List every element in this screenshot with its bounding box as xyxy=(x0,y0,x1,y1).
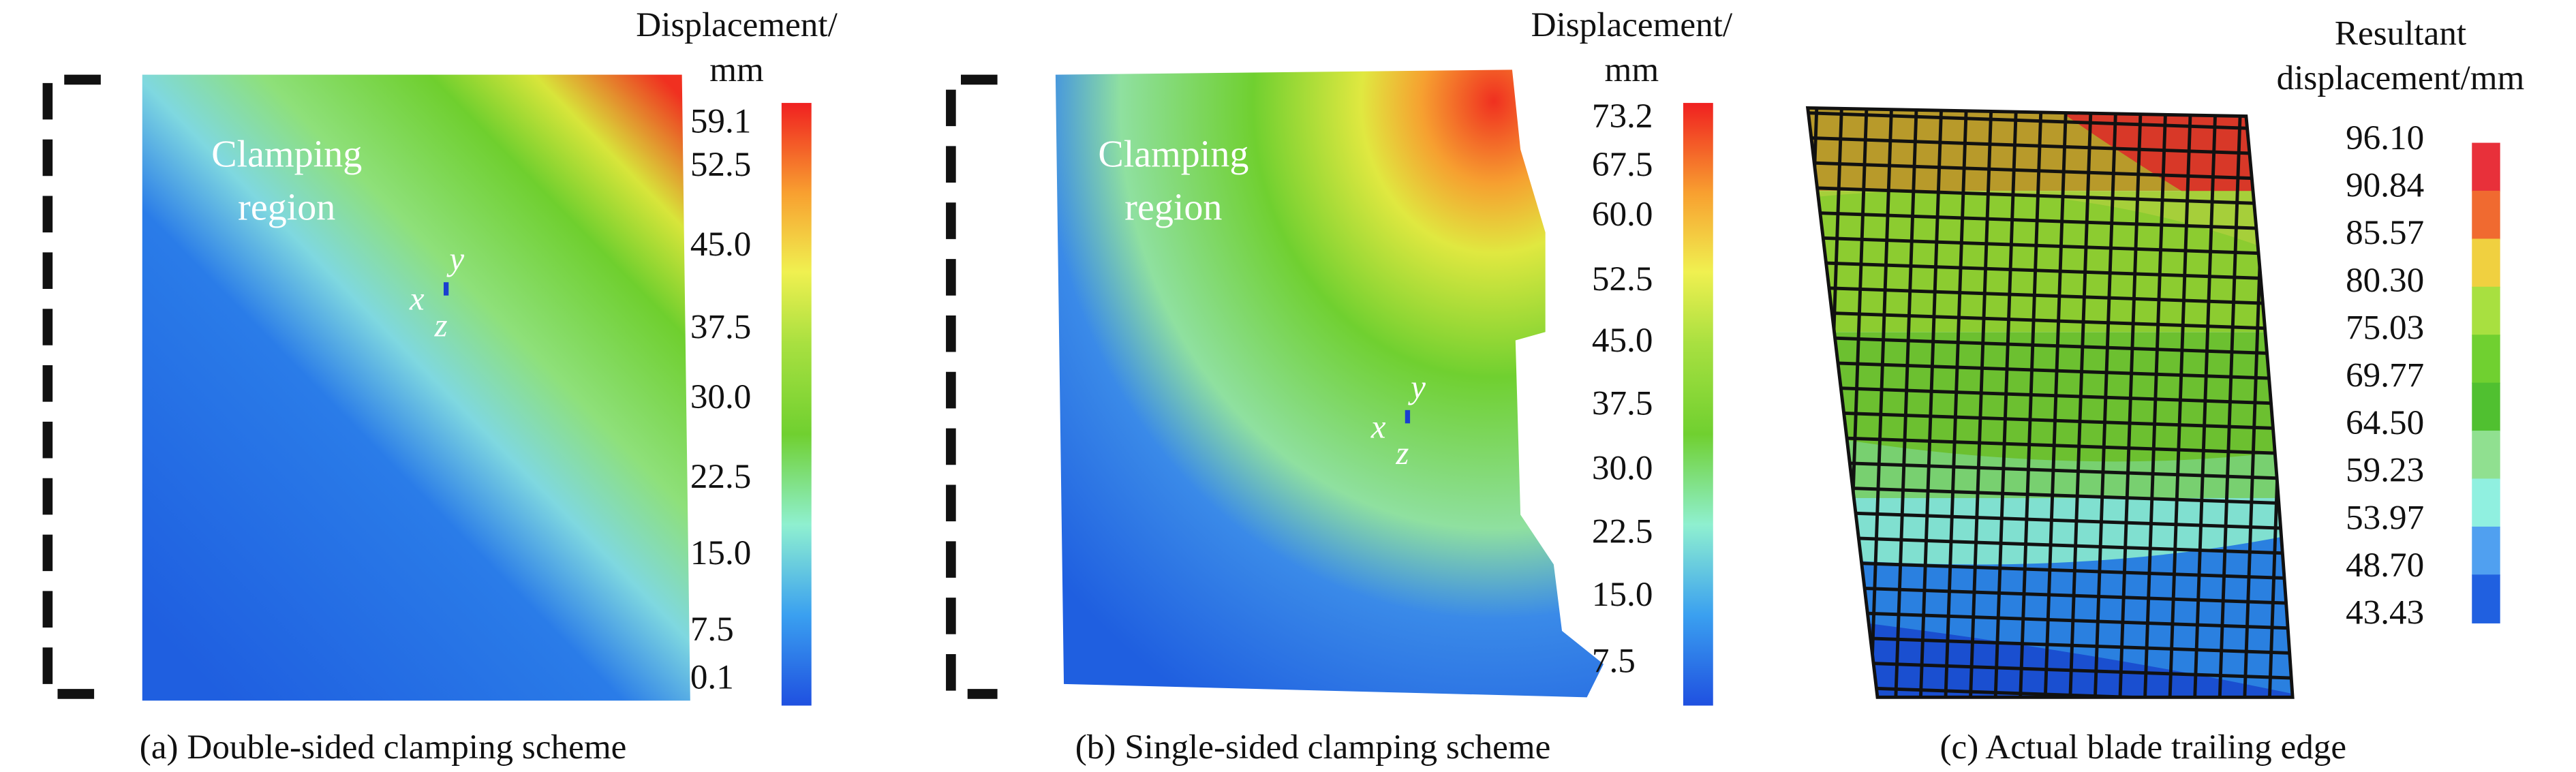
colorbar-tick-label: 64.50 xyxy=(2346,403,2424,442)
colorbar-title: Resultant xyxy=(2335,14,2466,52)
colorbar-tick-label: 69.77 xyxy=(2346,356,2424,395)
colorbar-tick-label: 22.5 xyxy=(690,457,752,496)
colorbar-band xyxy=(2472,526,2500,576)
region-label: Clamping xyxy=(211,133,362,175)
colorbar-title: Displacement/ xyxy=(636,5,838,44)
colorbar-band xyxy=(2472,574,2500,623)
colorbar-band xyxy=(2472,142,2500,192)
colorbar-tick-label: 59.23 xyxy=(2346,451,2424,490)
colorbar-tick-label: 52.5 xyxy=(1592,260,1653,298)
colorbar-tick-label: 53.97 xyxy=(2346,498,2424,537)
colorbar-title: mm xyxy=(1605,50,1659,89)
contour-plot xyxy=(1055,70,1604,698)
contour-plot xyxy=(142,74,690,701)
colorbar-tick-label: 90.84 xyxy=(2346,166,2424,205)
colorbar-band xyxy=(2472,335,2500,384)
colorbar-tick-label: 59.1 xyxy=(690,102,752,140)
colorbar-band xyxy=(2472,238,2500,288)
axis-label: x xyxy=(409,281,425,318)
colorbar-tick-label: 48.70 xyxy=(2346,546,2424,585)
colorbar-title: mm xyxy=(709,50,764,89)
axis-label: z xyxy=(1395,435,1409,472)
colorbar xyxy=(2472,142,2500,623)
axis-label: x xyxy=(1370,408,1386,445)
caption: (a) Double-sided clamping scheme xyxy=(140,728,627,767)
colorbar-tick-label: 43.43 xyxy=(2346,593,2424,632)
colorbar-tick-label: 85.57 xyxy=(2346,213,2424,252)
colorbar-band xyxy=(2472,431,2500,480)
blade-mesh xyxy=(1807,108,2293,698)
colorbar-tick-label: 96.10 xyxy=(2346,119,2424,157)
colorbar-tick-label: 37.5 xyxy=(1592,384,1653,423)
clamp-bracket xyxy=(42,74,101,699)
axis-label: y xyxy=(446,241,465,277)
colorbar-tick-label: 52.5 xyxy=(690,145,752,184)
colorbar-tick-label: 7.5 xyxy=(1592,641,1636,680)
colorbar-tick-label: 15.0 xyxy=(1592,575,1653,614)
colorbar-band xyxy=(2472,286,2500,336)
region-label: Clamping xyxy=(1098,133,1248,175)
colorbar-tick-label: 0.1 xyxy=(690,658,734,697)
colorbar-tick-label: 73.2 xyxy=(1592,97,1653,136)
caption: (b) Single-sided clamping scheme xyxy=(1075,728,1551,767)
colorbar-title: displacement/mm xyxy=(2277,59,2525,97)
colorbar-tick-label: 60.0 xyxy=(1592,195,1653,234)
clamp-bracket xyxy=(946,74,998,699)
colorbar-tick-label: 30.0 xyxy=(690,377,752,416)
blade-outline xyxy=(1805,106,2295,699)
colorbar-tick-label: 75.03 xyxy=(2346,309,2424,348)
colorbar-tick-label: 15.0 xyxy=(690,534,752,572)
colorbar xyxy=(781,103,812,706)
colorbar-band xyxy=(2472,382,2500,432)
colorbar-band xyxy=(2472,190,2500,240)
colorbar-tick-label: 45.0 xyxy=(690,225,752,264)
region-label: region xyxy=(238,186,335,228)
colorbar-band xyxy=(2472,478,2500,528)
axis-label: y xyxy=(1407,369,1426,405)
colorbar-tick-label: 37.5 xyxy=(690,308,752,347)
colorbar-tick-label: 67.5 xyxy=(1592,145,1653,184)
region-label: region xyxy=(1124,186,1222,228)
colorbar-tick-label: 80.30 xyxy=(2346,261,2424,300)
colorbar-tick-label: 7.5 xyxy=(690,610,734,649)
caption: (c) Actual blade trailing edge xyxy=(1940,728,2347,767)
axis-label: z xyxy=(434,307,448,344)
colorbar-tick-label: 22.5 xyxy=(1592,512,1653,551)
colorbar-title: Displacement/ xyxy=(1531,5,1733,44)
colorbar-tick-label: 45.0 xyxy=(1592,321,1653,360)
colorbar-tick-label: 30.0 xyxy=(1592,449,1653,488)
colorbar xyxy=(1683,103,1713,706)
